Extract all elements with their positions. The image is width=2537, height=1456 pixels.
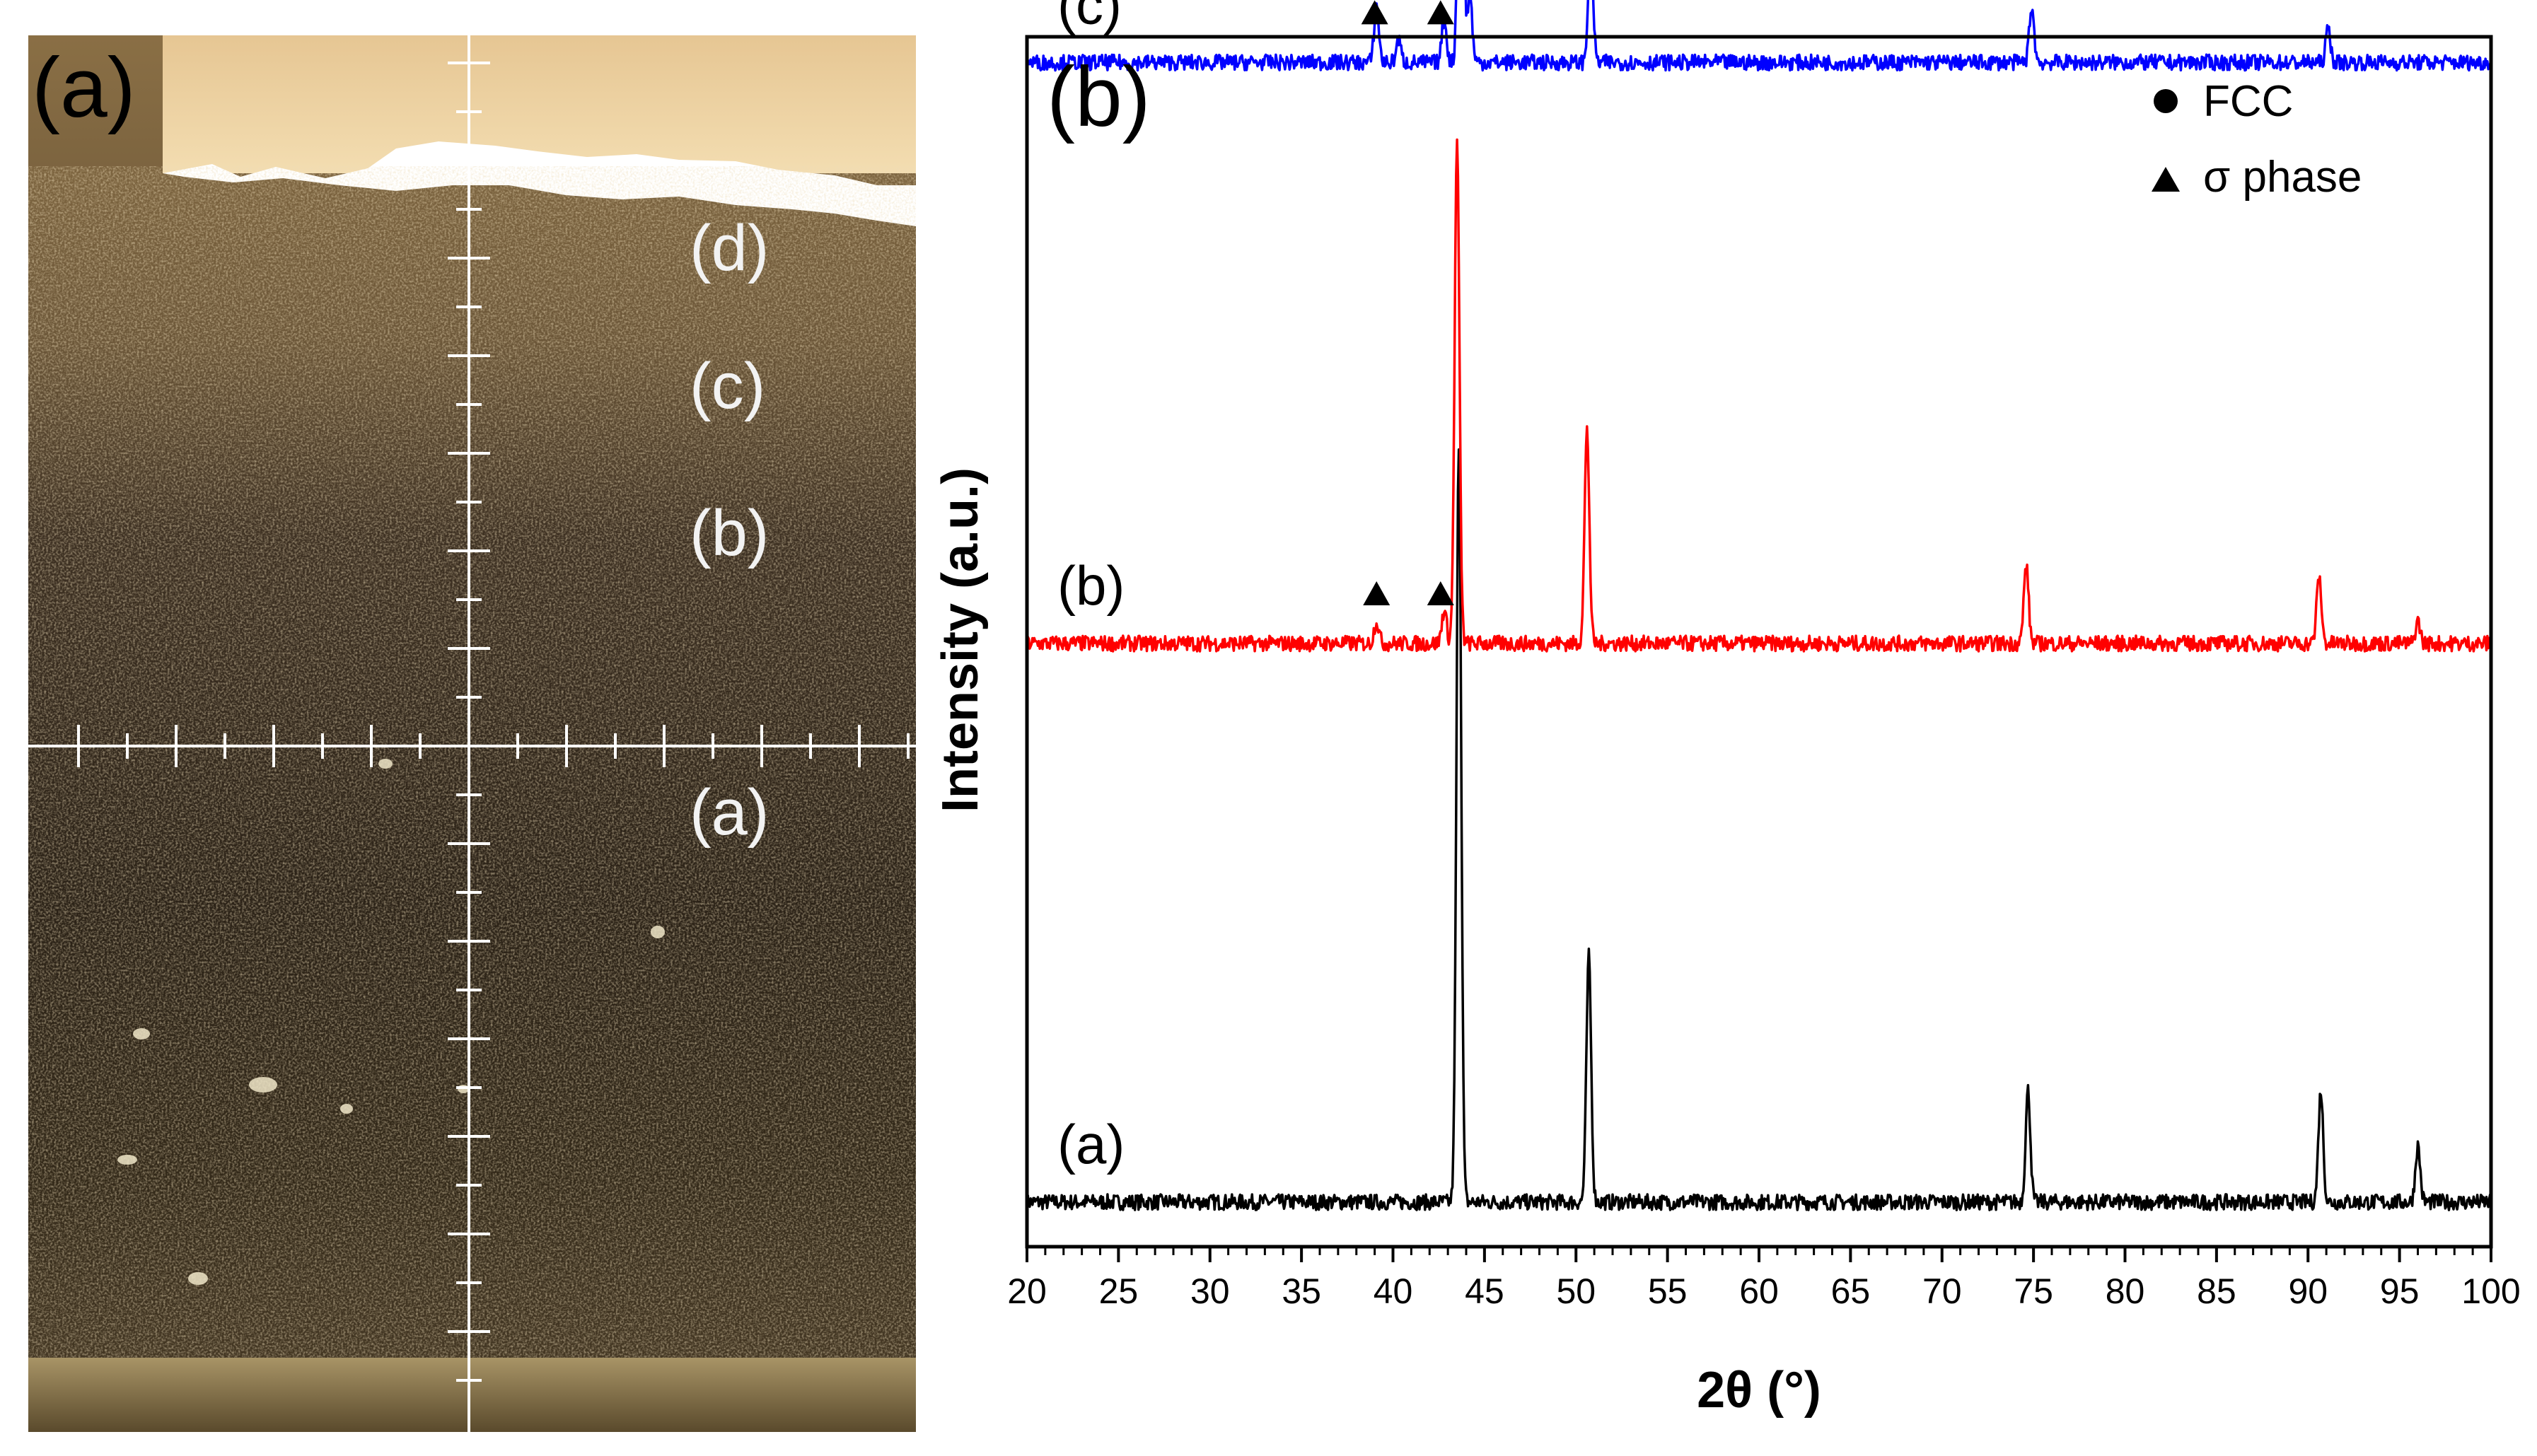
y-axis-title: Intensity (a.u.)	[932, 467, 989, 813]
sigma-peak-marker	[1361, 0, 1388, 25]
panel-a-label: (a)	[32, 40, 136, 135]
trace-label-a: (a)	[1057, 1113, 1125, 1175]
x-tick-label: 35	[1282, 1271, 1321, 1311]
legend-sigma-label: σ phase	[2203, 153, 2362, 202]
sigma-triangle-icon	[2152, 167, 2180, 192]
sigma-peak-marker	[1363, 581, 1391, 605]
trace-label-b: (b)	[1057, 554, 1125, 617]
xrd-traces	[1026, 0, 2492, 1211]
x-tick-label: 40	[1374, 1271, 1413, 1311]
surface-texture	[28, 166, 916, 1432]
photo-label-d: (d)	[690, 212, 769, 284]
photo-label-c: (c)	[690, 350, 765, 422]
fcc-circle-icon	[2154, 89, 2178, 113]
sigma-peak-marker	[1427, 0, 1454, 25]
photo-label-b: (b)	[690, 497, 769, 569]
x-tick-label: 25	[1099, 1271, 1139, 1311]
particle-highlights	[117, 759, 665, 1285]
xrd-chart: (a)(b)(c)(d) 202530354045505560657075808…	[932, 0, 2521, 1419]
x-tick-label: 20	[1007, 1271, 1047, 1311]
x-tick-label: 30	[1190, 1271, 1230, 1311]
x-tick-label: 55	[1648, 1271, 1688, 1311]
x-tick-label: 60	[1739, 1271, 1779, 1311]
trace-label-c: (c)	[1057, 0, 1122, 35]
legend: FCC σ phase	[2152, 77, 2362, 202]
x-axis-title: 2θ (°)	[1697, 1362, 1821, 1419]
x-tick-label: 45	[1465, 1271, 1504, 1311]
substrate-edge	[28, 1358, 916, 1432]
crosshair-reticle	[28, 35, 916, 1432]
xrd-trace-b	[1026, 138, 2492, 653]
x-tick-label: 75	[2014, 1271, 2053, 1311]
panel-b-label: (b)	[1047, 49, 1151, 144]
x-tick-label: 70	[1922, 1271, 1962, 1311]
x-axis-ticks: 20 25 30 35 40 45 50 55 60 65 70 75 80 85 90 95 100	[1007, 1247, 2521, 1311]
x-tick-label: 65	[1831, 1271, 1871, 1311]
x-tick-label: 80	[2106, 1271, 2145, 1311]
x-tick-label: 95	[2380, 1271, 2420, 1311]
sigma-peak-marker	[1427, 581, 1454, 605]
xrd-trace-c	[1026, 0, 2492, 72]
micrograph-panel	[28, 35, 916, 1432]
legend-fcc-label: FCC	[2203, 77, 2293, 126]
mounting-resin	[163, 35, 916, 173]
x-tick-label: 100	[2461, 1271, 2520, 1311]
photo-label-a: (a)	[690, 776, 769, 849]
x-tick-label: 90	[2288, 1271, 2328, 1311]
x-tick-label: 50	[1556, 1271, 1596, 1311]
x-tick-label: 85	[2197, 1271, 2236, 1311]
trace-labels: (a)(b)(c)(d)	[1057, 0, 1125, 1175]
xrd-trace-a	[1026, 448, 2492, 1211]
phase-markers	[1361, 0, 1454, 605]
